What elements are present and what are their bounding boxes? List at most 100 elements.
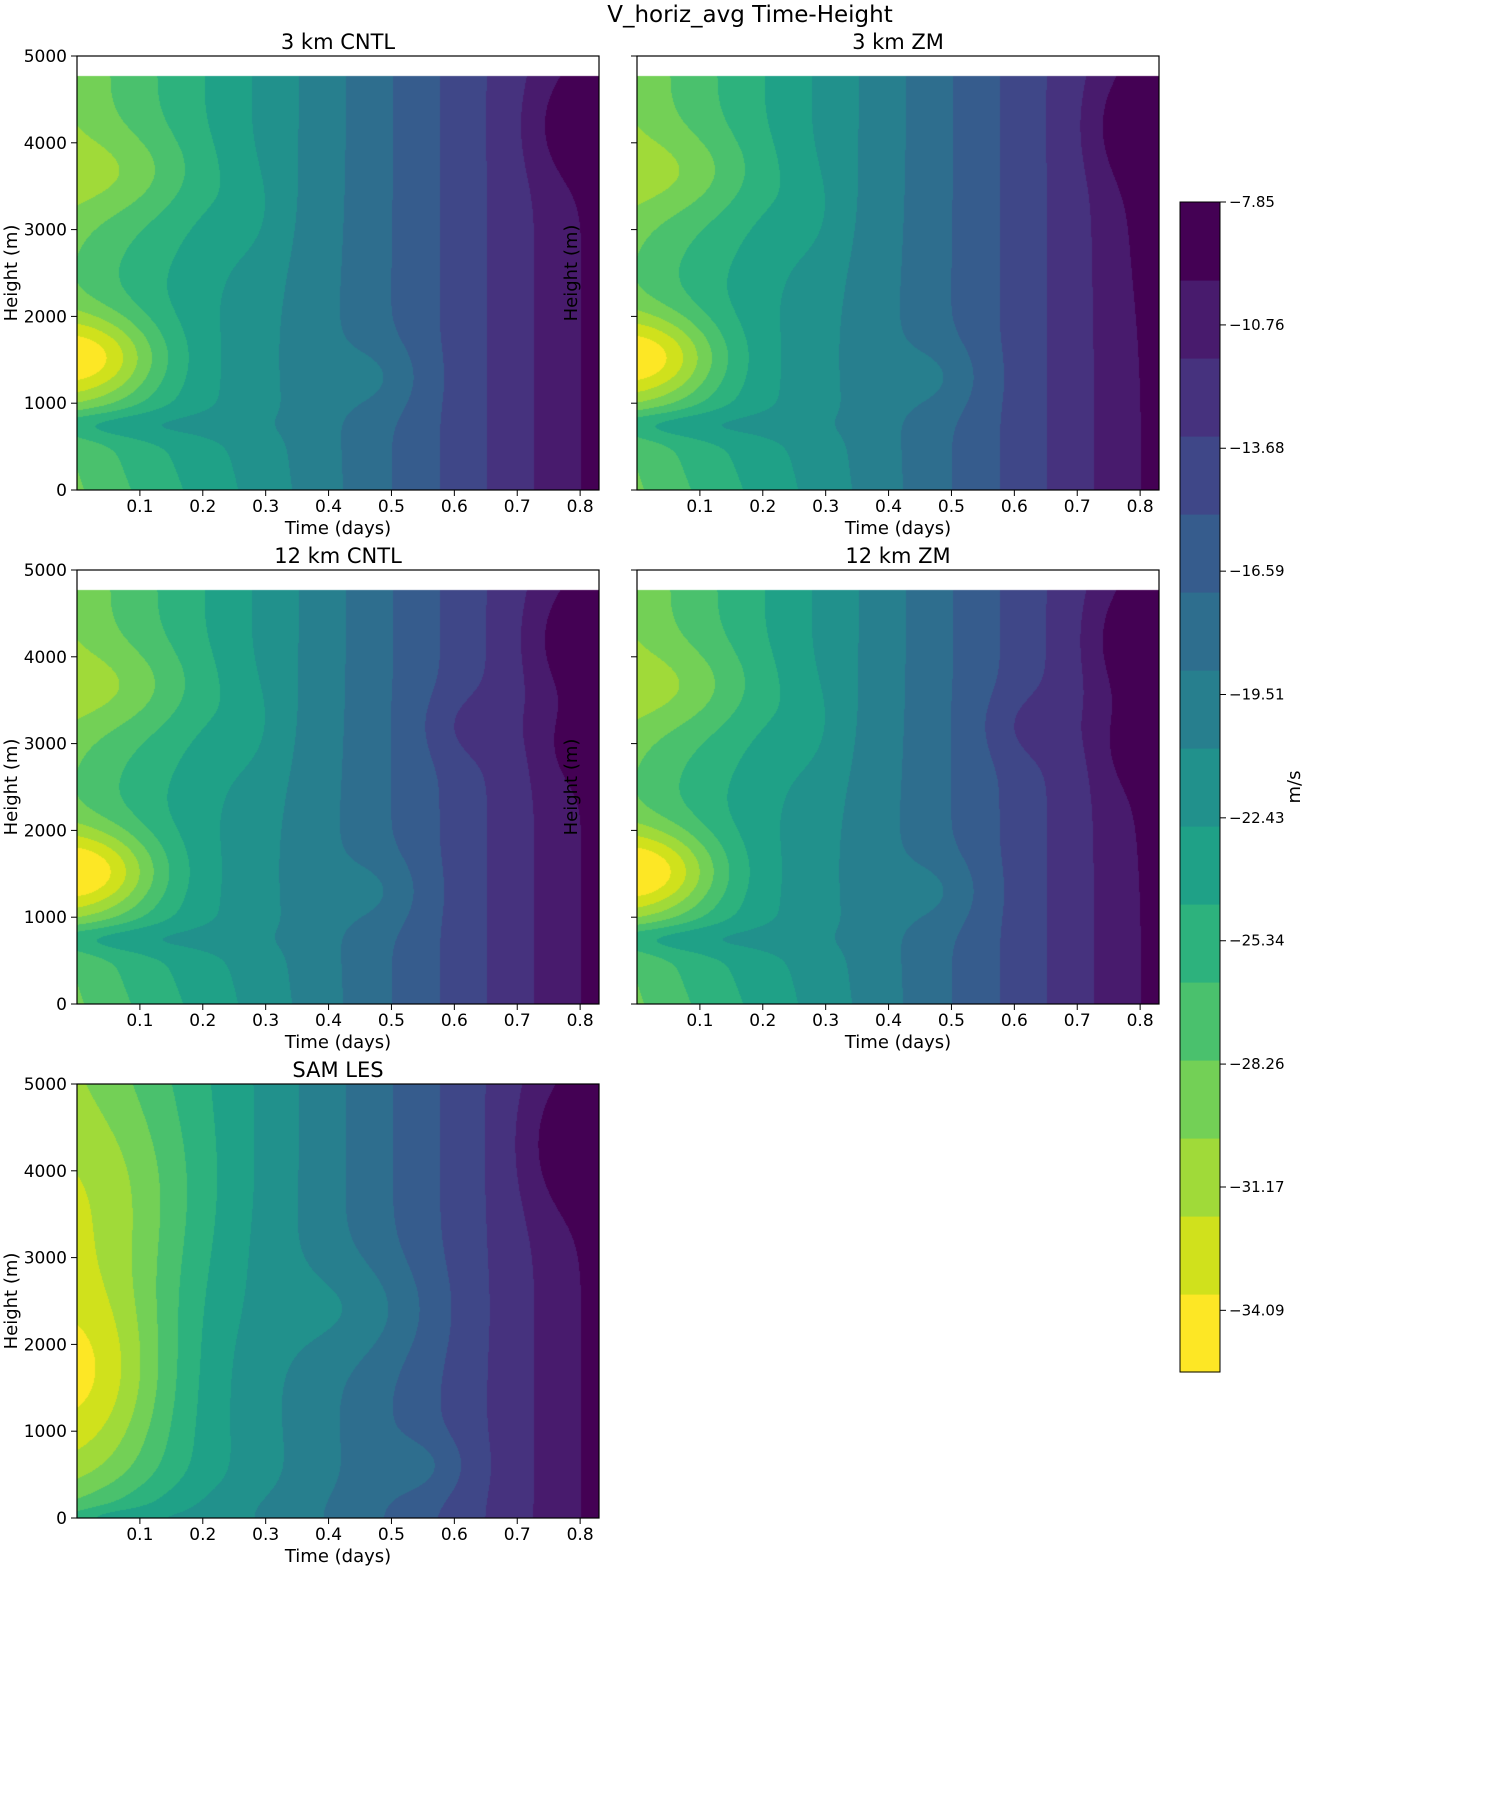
axes-frame — [636, 55, 1160, 491]
panel-title: 12 km ZM — [845, 544, 950, 568]
x-axis-label: Time (days) — [284, 518, 391, 539]
y-axis-label: Height (m) — [561, 739, 582, 836]
y-tick-label: 3000 — [24, 1249, 67, 1269]
y-tick-label: 5000 — [24, 561, 67, 581]
x-tick-label: 0.4 — [875, 1011, 902, 1031]
colorbar-segment — [1180, 436, 1220, 515]
colorbar-tick-label: −22.43 — [1229, 809, 1285, 827]
colorbar-segment — [1180, 982, 1220, 1061]
colorbar-segment — [1180, 1216, 1220, 1295]
x-tick-label: 0.2 — [749, 497, 776, 517]
colorbar-segment — [1180, 592, 1220, 671]
panel-1: 3 km ZM 0.1 0.2 0.3 0.4 0.5 0.6 0.7 0.8 Time (day… — [561, 30, 1160, 539]
contour-field — [77, 570, 599, 1004]
y-tick-label: 1000 — [24, 394, 67, 414]
y-axis-label: Height (m) — [1, 225, 22, 322]
x-tick-label: 0.1 — [126, 1525, 153, 1545]
colorbar-segment — [1180, 748, 1220, 827]
colorbar-tick-label: −13.68 — [1229, 439, 1285, 457]
axes-frame — [636, 569, 1160, 1005]
colorbar-tick-label: −19.51 — [1229, 685, 1285, 703]
x-tick-label: 0.5 — [378, 1525, 405, 1545]
x-tick-label: 0.3 — [252, 1525, 279, 1545]
panel-title: 3 km ZM — [852, 30, 944, 54]
y-axis-label: Height (m) — [1, 739, 22, 836]
y-axis-label: Height (m) — [561, 225, 582, 322]
x-tick-label: 0.3 — [252, 1011, 279, 1031]
x-axis-label: Time (days) — [844, 1032, 951, 1053]
x-tick-label: 0.7 — [1064, 1011, 1091, 1031]
x-tick-label: 0.8 — [567, 1525, 594, 1545]
x-tick-label: 0.2 — [189, 497, 216, 517]
axes-frame — [76, 55, 600, 491]
x-tick-label: 0.2 — [749, 1011, 776, 1031]
x-tick-label: 0.8 — [1127, 497, 1154, 517]
colorbar-segment — [1180, 826, 1220, 905]
y-tick-label: 2000 — [24, 1335, 67, 1355]
colorbar-tick-label: −7.85 — [1229, 193, 1275, 211]
x-tick-label: 0.4 — [315, 497, 342, 517]
x-tick-label: 0.5 — [378, 1011, 405, 1031]
colorbar-segment — [1180, 670, 1220, 749]
y-tick-label: 5000 — [24, 47, 67, 67]
axes-frame — [76, 569, 600, 1005]
y-tick-label: 2000 — [24, 307, 67, 327]
colorbar-frame — [1179, 201, 1221, 1373]
panel-0: 3 km CNTL 0.1 0.2 0.3 0.4 0.5 0.6 0.7 0.8 Time (d… — [1, 30, 600, 539]
contour-field — [637, 570, 1159, 1004]
y-tick-label: 2000 — [24, 821, 67, 841]
colorbar-segment — [1180, 1294, 1220, 1373]
y-tick-label: 0 — [56, 995, 67, 1015]
x-tick-label: 0.3 — [812, 1011, 839, 1031]
colorbar-tick-label: −10.76 — [1229, 316, 1285, 334]
axes-frame — [76, 1083, 600, 1519]
x-tick-label: 0.7 — [504, 1525, 531, 1545]
colorbar-tick-label: −34.09 — [1229, 1301, 1285, 1319]
y-tick-label: 5000 — [24, 1075, 67, 1095]
colorbar-segment — [1180, 904, 1220, 983]
x-tick-label: 0.4 — [875, 497, 902, 517]
colorbar-tick-label: −31.17 — [1229, 1178, 1285, 1196]
y-tick-label: 4000 — [24, 134, 67, 154]
x-tick-label: 0.7 — [1064, 497, 1091, 517]
x-tick-label: 0.8 — [567, 1011, 594, 1031]
x-tick-label: 0.3 — [812, 497, 839, 517]
panel-title: 12 km CNTL — [274, 544, 402, 568]
x-axis-label: Time (days) — [284, 1032, 391, 1053]
panels: 3 km CNTL 0.1 0.2 0.3 0.4 0.5 0.6 0.7 0.8 Time (d… — [1, 30, 1160, 1567]
x-tick-label: 0.6 — [1001, 497, 1028, 517]
x-tick-label: 0.1 — [126, 497, 153, 517]
x-tick-label: 0.2 — [189, 1011, 216, 1031]
x-axis-label: Time (days) — [844, 518, 951, 539]
panel-4: SAM LES 0.1 0.2 0.3 0.4 0.5 0.6 0.7 0.8 Time (day… — [1, 1058, 600, 1567]
y-tick-label: 0 — [56, 481, 67, 501]
colorbar-segment — [1180, 202, 1220, 281]
x-tick-label: 0.2 — [189, 1525, 216, 1545]
colorbar-tick-label: −28.26 — [1229, 1055, 1285, 1073]
figure-title: V_horiz_avg Time-Height — [607, 2, 893, 28]
x-tick-label: 0.8 — [567, 497, 594, 517]
x-tick-label: 0.8 — [1127, 1011, 1154, 1031]
colorbar: −7.85 −10.76 −13.68 −16.59 −19.51 −22.43 −25.3… — [1179, 193, 1305, 1373]
x-tick-label: 0.6 — [1001, 1011, 1028, 1031]
y-tick-label: 4000 — [24, 648, 67, 668]
x-tick-label: 0.6 — [441, 1011, 468, 1031]
panel-2: 12 km CNTL 0.1 0.2 0.3 0.4 0.5 0.6 0.7 0.8 Time (… — [1, 544, 600, 1053]
colorbar-label: m/s — [1284, 771, 1305, 804]
y-tick-label: 3000 — [24, 735, 67, 755]
x-tick-label: 0.5 — [378, 497, 405, 517]
x-tick-label: 0.3 — [252, 497, 279, 517]
colorbar-tick-label: −16.59 — [1229, 562, 1285, 580]
x-tick-label: 0.4 — [315, 1525, 342, 1545]
contour-field — [77, 56, 599, 490]
y-tick-label: 4000 — [24, 1162, 67, 1182]
colorbar-segment — [1180, 514, 1220, 593]
colorbar-segment — [1180, 280, 1220, 359]
contour-field — [77, 1084, 599, 1518]
x-tick-label: 0.5 — [938, 1011, 965, 1031]
x-axis-label: Time (days) — [284, 1546, 391, 1567]
x-tick-label: 0.7 — [504, 1011, 531, 1031]
y-axis-label: Height (m) — [1, 1253, 22, 1350]
x-tick-label: 0.6 — [441, 1525, 468, 1545]
